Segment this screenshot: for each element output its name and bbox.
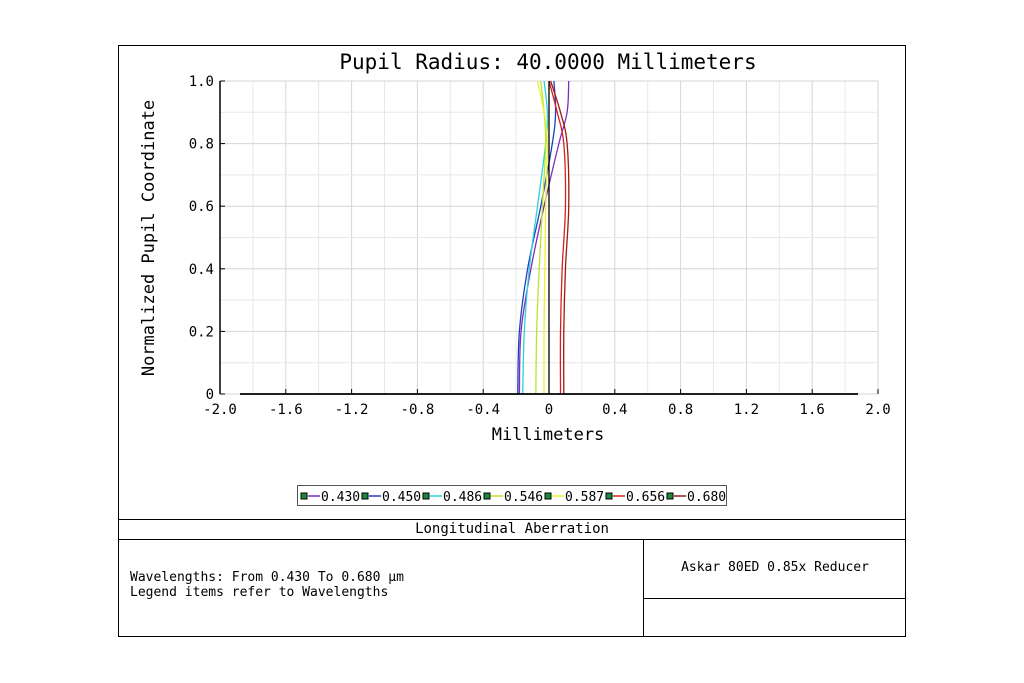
tick-labels: -2.0 -1.6 -1.2 -0.8 -0.4 0 0.4 0.8 1.2 1.6 2.0 0 0.2… [189,74,891,418]
legend-note: Legend items refer to Wavelengths [130,585,389,600]
y-tick-label: 0.6 [189,199,214,215]
x-tick-label: 0 [545,402,553,418]
divider-right [644,598,906,599]
divider-caption [118,539,906,540]
divider-top [118,519,906,520]
x-tick-label: -0.8 [401,402,435,418]
y-tick-label: 0.8 [189,137,214,153]
divider-vertical [643,539,644,637]
x-axis-label: Millimeters [492,425,605,445]
series-line-0.450 [517,80,557,395]
x-tick-label: -2.0 [203,402,237,418]
axes [219,80,879,395]
legend-marker [666,492,674,500]
y-tick-label: 1.0 [189,74,214,90]
legend: 0.430 0.450 0.486 0.546 0.587 0.656 0.680 [297,485,727,506]
x-tick-label: 0.8 [668,402,693,418]
series-line-0.486 [522,80,549,395]
figure-frame [118,45,906,637]
legend-marker [605,492,613,500]
legend-label: 0.486 [443,490,482,505]
plot-caption: Longitudinal Aberration [415,521,609,537]
y-tick-label: 0.4 [189,262,214,278]
legend-label: 0.587 [565,490,604,505]
x-tick-label: -1.6 [269,402,303,418]
y-axis-label: Normalized Pupil Coordinate [139,100,159,376]
y-tick-label: 0 [206,387,214,403]
legend-label: 0.680 [687,490,726,505]
legend-label: 0.546 [504,490,543,505]
series-line-0.680 [550,80,570,395]
series-line-0.587 [536,80,549,395]
x-tick-label: 1.2 [734,402,759,418]
legend-marker [483,492,491,500]
legend-marker [544,492,552,500]
chart-title: Pupil Radius: 40.0000 Millimeters [339,50,756,74]
x-tick-label: -0.4 [466,402,500,418]
series-lines [517,80,570,395]
x-tick-label: 1.6 [800,402,825,418]
legend-marker [300,492,308,500]
series-line-0.430 [518,80,570,395]
y-tick-label: 0.2 [189,324,214,340]
legend-marker [422,492,430,500]
legend-label: 0.430 [321,490,360,505]
legend-label: 0.450 [382,490,421,505]
system-name: Askar 80ED 0.85x Reducer [681,560,869,575]
x-tick-label: -1.2 [335,402,369,418]
x-tick-label: 0.4 [602,402,627,418]
wavelength-note: Wavelengths: From 0.430 To 0.680 µm [130,570,404,585]
legend-marker [361,492,369,500]
series-line-0.656 [548,80,567,395]
legend-label: 0.656 [626,490,665,505]
x-tick-label: 2.0 [865,402,890,418]
